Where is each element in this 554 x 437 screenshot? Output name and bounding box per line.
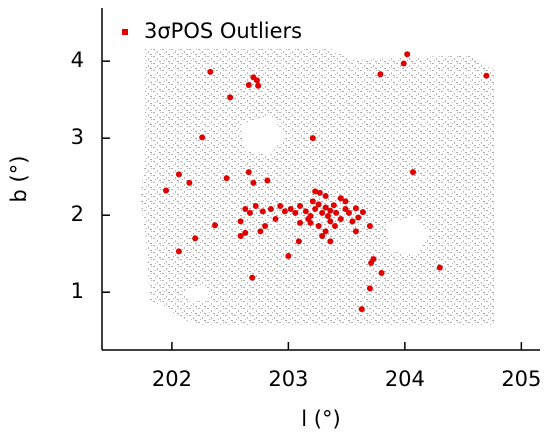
outlier-point — [315, 201, 322, 208]
y-tick-label: 3 — [71, 125, 84, 149]
outlier-point — [330, 202, 337, 209]
outlier-point — [297, 202, 304, 209]
outlier-point — [327, 218, 334, 225]
outlier-point — [322, 192, 329, 199]
outlier-point — [331, 222, 338, 229]
outlier-point — [342, 198, 349, 205]
outlier-point — [237, 233, 244, 239]
outlier-point — [287, 206, 294, 213]
outlier-point — [377, 71, 384, 78]
outlier-point — [250, 179, 257, 186]
outlier-point — [337, 195, 344, 202]
y-tick-label: 2 — [71, 202, 84, 226]
outlier-point — [302, 208, 309, 215]
outlier-point — [262, 222, 269, 229]
x-tick-label: 205 — [501, 367, 541, 391]
outlier-point — [333, 209, 340, 216]
outlier-point — [312, 188, 319, 195]
outlier-point — [319, 233, 326, 239]
x-tick-label: 203 — [268, 367, 308, 391]
outlier-point — [327, 207, 334, 214]
outlier-point — [355, 214, 362, 221]
outlier-point — [305, 216, 312, 223]
outlier-point — [246, 209, 253, 216]
outlier-point — [257, 228, 264, 235]
outlier-point — [281, 208, 288, 215]
outlier-point — [264, 177, 271, 184]
outlier-point — [324, 212, 331, 219]
outlier-point — [309, 198, 316, 205]
outlier-point — [249, 274, 256, 281]
outlier-point — [404, 51, 411, 58]
outlier-point — [309, 135, 316, 142]
outlier-point — [312, 206, 319, 213]
outlier-point — [295, 238, 302, 245]
x-tick-label: 202 — [152, 367, 192, 391]
y-axis-label: b (°) — [7, 156, 31, 203]
outlier-point — [400, 60, 407, 67]
outlier-point — [297, 219, 304, 226]
outlier-point — [292, 209, 299, 216]
outlier-point — [245, 82, 252, 89]
outlier-point — [483, 72, 490, 79]
outlier-point — [272, 216, 279, 223]
outlier-point — [227, 94, 234, 101]
outlier-point — [285, 253, 292, 260]
outlier-point — [349, 218, 356, 225]
x-tick-label: 204 — [385, 367, 425, 391]
outlier-point — [322, 228, 329, 235]
outlier-point — [245, 169, 252, 176]
outlier-point — [370, 256, 377, 263]
outlier-point — [242, 206, 249, 213]
outlier-point — [252, 202, 259, 209]
outlier-point — [223, 175, 230, 182]
outlier-point — [186, 179, 193, 186]
outlier-point — [175, 248, 182, 255]
outlier-point — [352, 205, 359, 212]
outlier-point — [207, 68, 214, 75]
outlier-point — [175, 171, 182, 178]
outlier-point — [436, 264, 443, 271]
outlier-point — [366, 222, 373, 229]
outlier-point — [163, 187, 170, 194]
outlier-point — [358, 306, 365, 313]
outlier-point — [352, 228, 359, 235]
outlier-point — [259, 208, 266, 215]
outlier-point — [315, 222, 322, 229]
y-tick-label: 4 — [71, 48, 84, 72]
outlier-point — [359, 209, 366, 216]
outlier-point — [277, 202, 284, 209]
x-axis-label: l (°) — [301, 407, 340, 431]
outlier-point — [255, 82, 262, 89]
outlier-point — [327, 238, 334, 245]
outlier-point — [366, 285, 373, 292]
outlier-point — [378, 269, 385, 276]
legend-marker — [122, 29, 128, 35]
outlier-point — [242, 229, 249, 236]
outlier-point — [199, 134, 206, 141]
outlier-point — [316, 189, 323, 196]
outlier-point — [237, 218, 244, 225]
outlier-point — [211, 222, 218, 229]
outlier-point — [337, 216, 344, 223]
legend-label: 3σPOS Outliers — [144, 19, 302, 43]
outlier-point — [319, 209, 326, 216]
y-tick-label: 1 — [71, 279, 84, 303]
outlier-point — [342, 206, 349, 213]
outlier-point — [345, 209, 352, 216]
outlier-point — [192, 235, 199, 242]
outlier-point — [410, 169, 417, 176]
source-field — [140, 48, 495, 325]
outlier-point — [322, 204, 329, 211]
outlier-point — [250, 74, 257, 81]
outlier-point — [267, 206, 274, 213]
